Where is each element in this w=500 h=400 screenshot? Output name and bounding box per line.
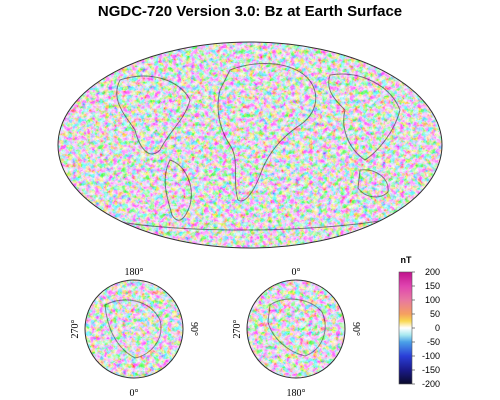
colorbar-tick-label: 150: [425, 281, 440, 291]
south-polar-map: 0° 180° 270° 90°: [232, 267, 361, 399]
colorbar-tick-label: -100: [422, 351, 440, 361]
colorbar-tick-label: 50: [430, 309, 440, 319]
south-top-label: 0°: [292, 267, 301, 278]
colorbar-bar: [398, 271, 413, 385]
north-top-label: 180°: [125, 267, 144, 278]
colorbar-tick-label: -50: [427, 337, 440, 347]
south-right-label: 90°: [350, 322, 361, 336]
south-bottom-label: 180°: [287, 388, 306, 399]
south-left-label: 270°: [232, 320, 243, 339]
map-title: NGDC-720 Version 3.0: Bz at Earth Surfac…: [97, 3, 403, 20]
north-polar-map: 180° 0° 270° 90°: [70, 267, 199, 399]
colorbar-tick-label: 200: [425, 267, 440, 277]
north-right-label: 90°: [188, 322, 199, 336]
global-map-border: [57, 41, 443, 249]
colorbar-tick-label: -150: [422, 365, 440, 375]
colorbar-tick-label: 0: [435, 323, 440, 333]
colorbar-unit: nT: [401, 255, 412, 265]
south-polar-border: [246, 279, 346, 379]
north-bottom-label: 0°: [130, 388, 139, 399]
colorbar-tick-label: 100: [425, 295, 440, 305]
north-polar-border: [84, 279, 184, 379]
colorbar-tick-label: -200: [422, 379, 440, 389]
north-left-label: 270°: [70, 320, 81, 339]
colorbar-ticks: 200 150 100 50 0 -50 -100 -150 -200: [412, 267, 440, 389]
colorbar: nT 200 150 100 50 0 -50 -100 -150 -200: [398, 255, 440, 389]
global-anomaly-map: [57, 41, 443, 249]
